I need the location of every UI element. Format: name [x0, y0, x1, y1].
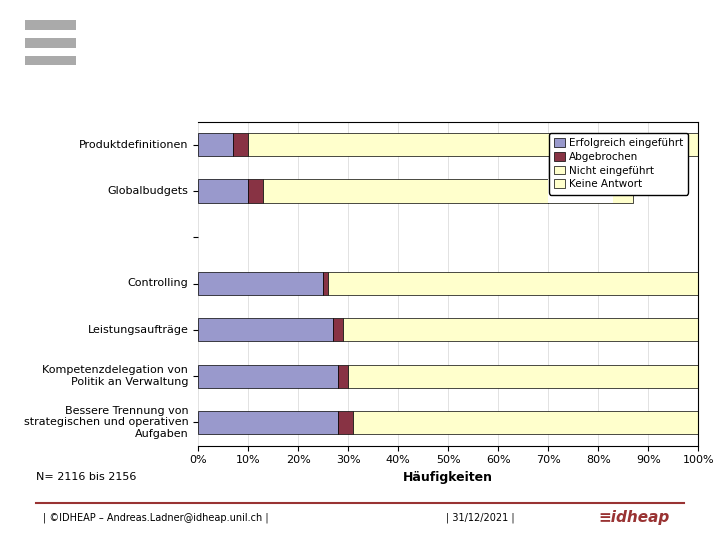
Text: ≡idheap: ≡idheap: [598, 510, 670, 525]
Bar: [343, 318, 698, 341]
Bar: [338, 411, 353, 434]
Text: N= 2116 bis 2156: N= 2116 bis 2156: [36, 472, 136, 483]
Bar: [549, 179, 634, 202]
X-axis label: Häufigkeiten: Häufigkeiten: [403, 471, 493, 484]
Text: | 31/12/2021 |: | 31/12/2021 |: [446, 512, 515, 523]
Bar: [198, 179, 248, 202]
Bar: [233, 133, 248, 156]
Bar: [333, 318, 343, 341]
Bar: [328, 272, 698, 295]
Bar: [248, 179, 263, 202]
Legend: Erfolgreich eingeführt, Abgebrochen, Nicht eingeführt, Keine Antwort: Erfolgreich eingeführt, Abgebrochen, Nic…: [549, 133, 688, 194]
Bar: [323, 272, 328, 295]
Bar: [353, 411, 698, 434]
Bar: [348, 364, 698, 388]
Bar: [198, 318, 333, 341]
Bar: [248, 133, 698, 156]
Bar: [263, 179, 549, 202]
Bar: [549, 179, 613, 202]
Bar: [198, 272, 323, 295]
Bar: [198, 133, 233, 156]
Text: | ©IDHEAP – Andreas.Ladner@idheap.unil.ch |: | ©IDHEAP – Andreas.Ladner@idheap.unil.c…: [43, 512, 269, 523]
Bar: [338, 364, 348, 388]
Bar: [198, 364, 338, 388]
Bar: [198, 411, 338, 434]
